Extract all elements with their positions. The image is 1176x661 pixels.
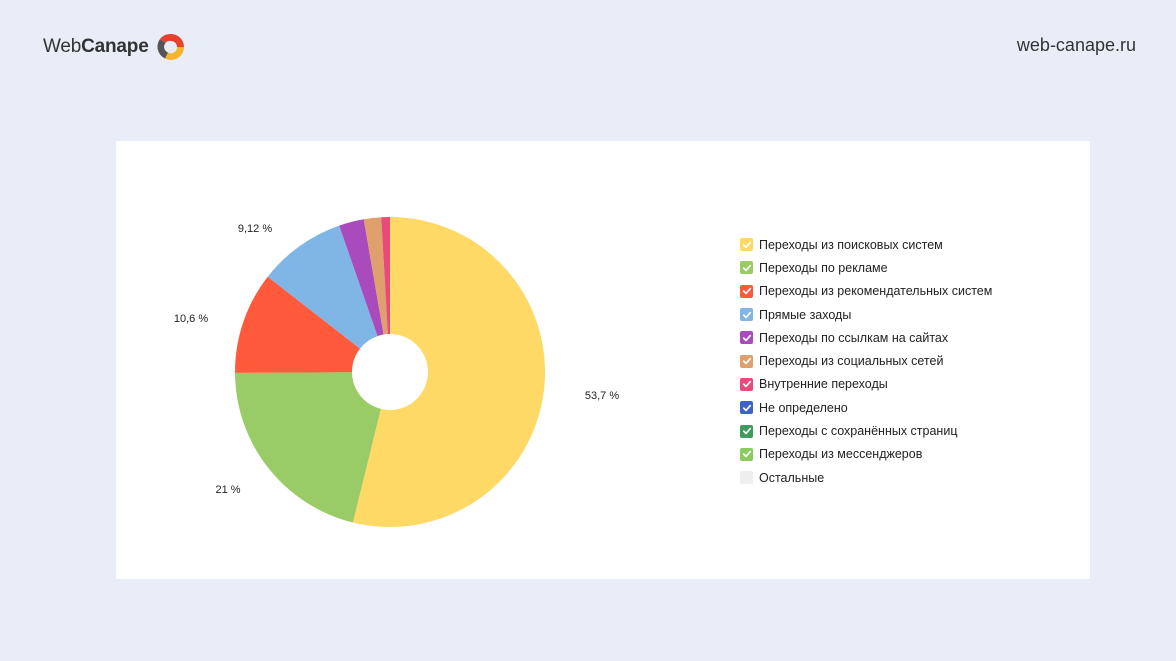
checkbox-checked-icon[interactable] — [740, 238, 753, 252]
slice-data-label: 21 % — [215, 484, 240, 496]
legend-item[interactable]: Переходы с сохранённых страниц — [740, 419, 992, 442]
webcanape-logo-icon — [157, 33, 184, 60]
legend-item[interactable]: Переходы из социальных сетей — [740, 349, 992, 372]
legend-label: Переходы из рекомендательных систем — [759, 284, 993, 299]
pie-slice[interactable] — [267, 225, 378, 349]
legend-label: Прямые заходы — [759, 307, 852, 322]
checkbox-checked-icon[interactable] — [740, 401, 753, 415]
slice-data-label: 10,6 % — [174, 313, 208, 325]
slice-data-label: 53,7 % — [585, 390, 619, 402]
legend-label: Переходы из поисковых систем — [759, 237, 943, 252]
chart-legend: Переходы из поисковых систем Переходы по … — [740, 233, 992, 489]
brand-logo-block[interactable]: WebCanape — [43, 30, 187, 64]
legend-label: Переходы с сохранённых страниц — [759, 424, 958, 439]
pie-slice[interactable] — [339, 219, 384, 337]
legend-label: Внутренние переходы — [759, 377, 888, 392]
pie-slice[interactable] — [235, 276, 361, 373]
checkbox-checked-icon[interactable] — [740, 284, 753, 298]
donut-chart: 53,7 % 21 % 10,6 % 9,12 % — [174, 217, 619, 527]
legend-item[interactable]: Переходы из мессенджеров — [740, 443, 992, 466]
legend-label: Остальные — [759, 470, 825, 485]
pie-slice[interactable] — [381, 217, 390, 335]
site-url[interactable]: web-canape.ru — [1016, 35, 1136, 55]
legend-item[interactable]: Не определено — [740, 396, 992, 419]
pie-slice[interactable] — [363, 217, 388, 335]
legend-label: Переходы по ссылкам на сайтах — [759, 330, 949, 345]
checkbox-checked-icon[interactable] — [740, 424, 753, 438]
checkbox-checked-icon[interactable] — [740, 354, 753, 368]
brand-name-part2: Canape — [81, 36, 149, 57]
checkbox-checked-icon[interactable] — [740, 261, 753, 275]
legend-label: Переходы по рекламе — [759, 260, 888, 275]
checkbox-checked-icon[interactable] — [740, 377, 753, 391]
slice-data-label: 9,12 % — [238, 223, 272, 235]
checkbox-checked-icon[interactable] — [740, 308, 753, 322]
checkbox-checked-icon[interactable] — [740, 331, 753, 345]
chart-card: 53,7 % 21 % 10,6 % 9,12 % Переходы из поиск… — [116, 141, 1090, 579]
checkbox-checked-icon[interactable] — [740, 447, 753, 461]
brand-name-part1: Web — [43, 36, 82, 57]
legend-label: Переходы из социальных сетей — [759, 354, 944, 369]
pie-slice[interactable] — [235, 372, 381, 523]
legend-label: Переходы из мессенджеров — [759, 447, 923, 462]
pie-slice[interactable] — [352, 217, 545, 527]
legend-item[interactable]: Остальные — [740, 466, 992, 489]
legend-item[interactable]: Переходы из поисковых систем — [740, 233, 992, 256]
legend-item[interactable]: Переходы из рекомендательных систем — [740, 280, 992, 303]
checkbox-unchecked-icon[interactable] — [740, 471, 753, 485]
brand-name: WebCanape — [43, 36, 149, 58]
legend-label: Не определено — [759, 400, 848, 415]
legend-item[interactable]: Внутренние переходы — [740, 373, 992, 396]
legend-item[interactable]: Прямые заходы — [740, 303, 992, 326]
legend-item[interactable]: Переходы по ссылкам на сайтах — [740, 326, 992, 349]
legend-item[interactable]: Переходы по рекламе — [740, 256, 992, 279]
